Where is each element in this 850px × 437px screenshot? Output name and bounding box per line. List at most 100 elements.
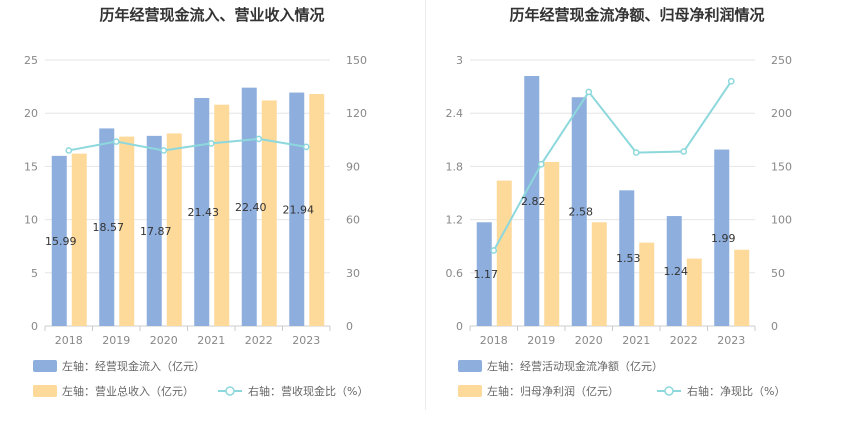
line-point bbox=[207, 139, 215, 147]
y-right-tick-label: 90 bbox=[346, 160, 360, 173]
bar-data-label: 21.94 bbox=[283, 203, 315, 216]
bar-series-2 bbox=[686, 258, 702, 326]
y-left-tick-label: 1.8 bbox=[446, 160, 464, 173]
y-right-tick-label: 250 bbox=[771, 54, 792, 67]
line-point bbox=[65, 147, 73, 154]
bar-series-2 bbox=[639, 242, 655, 326]
y-right-tick-label: 100 bbox=[771, 214, 792, 227]
line-point bbox=[490, 247, 498, 254]
bar-data-label: 1.17 bbox=[474, 268, 499, 281]
bar-series-1 bbox=[194, 97, 210, 326]
x-tick-label: 2018 bbox=[55, 334, 83, 347]
bar-data-label: 1.99 bbox=[711, 232, 736, 245]
y-right-tick-label: 50 bbox=[771, 267, 785, 280]
line-point bbox=[727, 77, 735, 85]
legend-label-bar2: 左轴：营业总收入（亿元） bbox=[62, 384, 194, 398]
x-tick-label: 2019 bbox=[102, 334, 130, 347]
bar-series-1 bbox=[51, 155, 67, 326]
y-right-tick-label: 60 bbox=[346, 214, 360, 227]
y-left-tick-label: 2.4 bbox=[446, 107, 464, 120]
bar-series-2 bbox=[119, 136, 135, 326]
legend-label-bar1: 左轴：经营活动现金流净额（亿元） bbox=[487, 359, 663, 373]
x-tick-label: 2023 bbox=[292, 334, 320, 347]
bar-series-2 bbox=[496, 180, 512, 326]
y-left-tick-label: 0 bbox=[31, 320, 38, 333]
bar-data-label: 21.43 bbox=[188, 206, 220, 219]
line-point bbox=[112, 138, 120, 145]
bar-series-1 bbox=[476, 222, 492, 326]
bar-series-2 bbox=[166, 133, 182, 326]
chart-panel-netcash-profit: 历年经营现金流净额、归母净利润情况 0 0 0.6 50 1.2 100 1.8 150 2.4 2… bbox=[425, 0, 850, 437]
line-series-ratio bbox=[68, 137, 307, 152]
x-tick-label: 2021 bbox=[197, 334, 225, 347]
y-left-tick-label: 15 bbox=[24, 160, 38, 173]
line-point bbox=[680, 148, 688, 155]
x-tick-label: 2022 bbox=[670, 334, 698, 347]
line-point bbox=[302, 143, 310, 151]
line-series-ratio bbox=[492, 80, 733, 251]
line-point bbox=[255, 135, 263, 143]
bar-series-2 bbox=[71, 153, 87, 326]
panel-divider bbox=[425, 0, 426, 410]
bar-series-1 bbox=[714, 149, 730, 326]
legend-swatch-line-marker bbox=[225, 386, 235, 396]
y-right-tick-label: 0 bbox=[346, 320, 353, 333]
bar-series-1 bbox=[146, 135, 162, 326]
chart-title: 历年经营现金流入、营业收入情况 bbox=[99, 6, 324, 24]
bar-series-1 bbox=[99, 128, 115, 326]
bar-series-2 bbox=[261, 100, 277, 326]
bar-series-2 bbox=[544, 161, 560, 326]
x-tick-label: 2020 bbox=[575, 334, 603, 347]
legend-swatch-bar2 bbox=[458, 385, 482, 397]
bar-series-1 bbox=[619, 190, 635, 326]
legend-swatch-bar2 bbox=[33, 385, 57, 397]
x-tick-label: 2022 bbox=[245, 334, 273, 347]
y-left-tick-label: 0 bbox=[456, 320, 463, 333]
bar-series-1 bbox=[666, 216, 682, 326]
y-left-tick-label: 10 bbox=[24, 214, 38, 227]
legend-label-line: 右轴：净现比（%） bbox=[687, 384, 785, 398]
line-point bbox=[160, 147, 168, 154]
x-tick-label: 2018 bbox=[480, 334, 508, 347]
bar-data-label: 17.87 bbox=[140, 225, 172, 238]
x-tick-label: 2023 bbox=[717, 334, 745, 347]
bar-series-2 bbox=[591, 222, 607, 326]
y-left-tick-label: 20 bbox=[24, 107, 38, 120]
y-left-tick-label: 3 bbox=[456, 54, 463, 67]
bar-series-2 bbox=[309, 94, 325, 326]
legend-label-bar2: 左轴：归母净利润（亿元） bbox=[487, 384, 619, 398]
bar-data-label: 15.99 bbox=[45, 235, 77, 248]
line-point bbox=[585, 88, 593, 96]
legend-swatch-line-marker bbox=[664, 386, 674, 396]
x-tick-label: 2021 bbox=[622, 334, 650, 347]
line-point bbox=[632, 149, 640, 156]
bar-data-label: 22.40 bbox=[235, 201, 267, 214]
chart-panel-cashflow-revenue: 历年经营现金流入、营业收入情况 0 0 5 30 10 60 15 90 20 120 25 150 20… bbox=[24, 6, 368, 398]
bar-series-1 bbox=[571, 97, 587, 327]
chart-cashflow-revenue: 历年经营现金流入、营业收入情况 0 0 5 30 10 60 15 90 20 120 25 150 20… bbox=[24, 6, 368, 398]
y-right-tick-label: 120 bbox=[346, 107, 367, 120]
bar-data-label: 2.58 bbox=[569, 206, 594, 219]
legend-swatch-bar1 bbox=[33, 360, 57, 372]
bar-data-label: 2.82 bbox=[521, 195, 546, 208]
y-right-tick-label: 200 bbox=[771, 107, 792, 120]
x-tick-label: 2020 bbox=[150, 334, 178, 347]
chart-netcash-profit: 历年经营现金流净额、归母净利润情况 0 0 0.6 50 1.2 100 1.8 150 2.4 2… bbox=[446, 6, 793, 398]
y-left-tick-label: 25 bbox=[24, 54, 38, 67]
bar-data-label: 18.57 bbox=[93, 221, 125, 234]
x-tick-label: 2019 bbox=[527, 334, 555, 347]
bar-series-1 bbox=[289, 92, 305, 326]
bar-series-1 bbox=[241, 87, 257, 326]
y-left-tick-label: 5 bbox=[31, 267, 38, 280]
bar-series-2 bbox=[734, 249, 750, 326]
y-right-tick-label: 150 bbox=[346, 54, 367, 67]
y-right-tick-label: 150 bbox=[771, 160, 792, 173]
y-right-tick-label: 0 bbox=[771, 320, 778, 333]
legend-label-bar1: 左轴：经营现金流入（亿元） bbox=[62, 359, 205, 373]
y-right-tick-label: 30 bbox=[346, 267, 360, 280]
bar-data-label: 1.24 bbox=[664, 265, 689, 278]
y-left-tick-label: 0.6 bbox=[446, 267, 464, 280]
line-point bbox=[537, 160, 545, 168]
chart-title: 历年经营现金流净额、归母净利润情况 bbox=[509, 6, 764, 24]
bar-data-label: 1.53 bbox=[616, 252, 641, 265]
